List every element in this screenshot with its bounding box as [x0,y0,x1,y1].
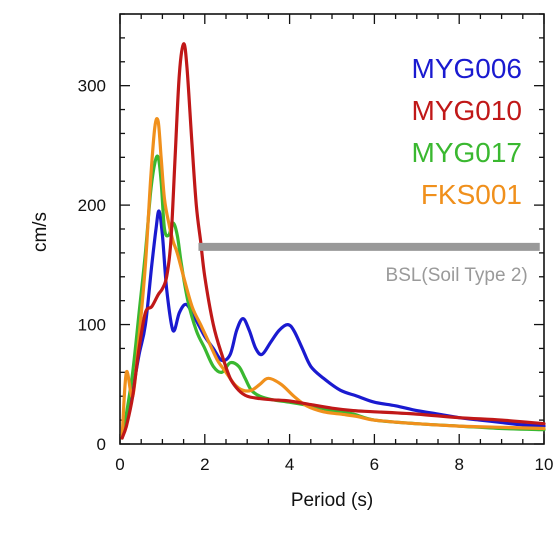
legend-entry-myg006: MYG006 [412,53,523,84]
legend-entry-myg010: MYG010 [412,95,523,126]
y-axis-title: cm/s [30,212,51,252]
x-tick-label: 10 [535,455,554,474]
reference-layer: BSL(Soil Type 2) [198,242,540,286]
y-tick-label: 100 [78,316,106,335]
y-tick-label: 300 [78,77,106,96]
x-tick-label: 6 [370,455,379,474]
x-tick-label: 2 [200,455,209,474]
series-line-fks001 [120,116,546,440]
series-line-myg006 [120,209,546,440]
x-axis-title: Period (s) [291,490,373,511]
legend-entry-fks001: FKS001 [421,179,522,210]
series-line-myg017 [120,154,546,440]
bsl-reference-label: BSL(Soil Type 2) [386,265,528,286]
axis-ticks [119,13,545,445]
x-tick-label: 4 [285,455,294,474]
legend-entry-myg017: MYG017 [412,137,523,168]
x-tick-label: 0 [115,455,124,474]
y-tick-label: 200 [78,196,106,215]
x-tick-label: 8 [454,455,463,474]
y-tick-label: 0 [97,435,106,454]
legend: MYG006 MYG010 MYG017 FKS001 [412,53,523,210]
